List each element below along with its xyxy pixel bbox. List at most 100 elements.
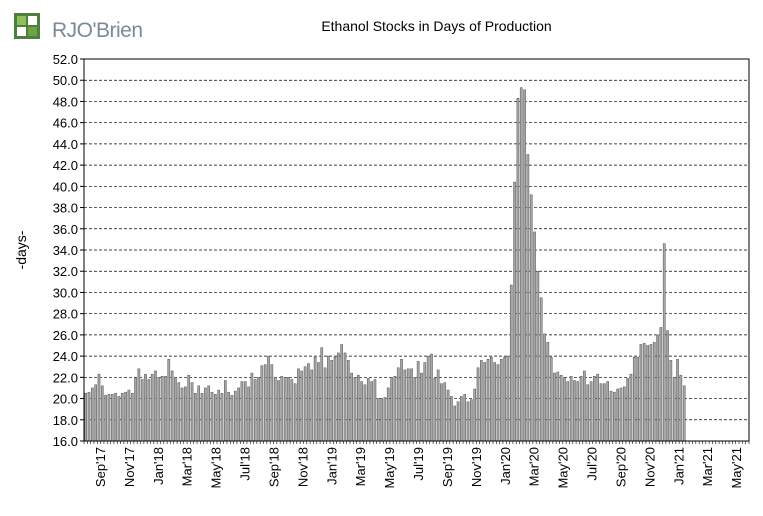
- bar: [480, 360, 483, 442]
- bar: [117, 396, 121, 442]
- bar: [357, 374, 360, 442]
- x-tick-label: May'19: [382, 447, 397, 489]
- x-tick-label: Mar'20: [527, 447, 542, 486]
- bar: [513, 181, 516, 442]
- bar: [327, 355, 330, 442]
- bar: [200, 393, 204, 442]
- bar: [373, 379, 377, 442]
- bar: [609, 390, 613, 442]
- bar: [450, 396, 453, 442]
- y-tick-label: 46.0: [53, 116, 78, 131]
- x-tick-label: May'20: [556, 447, 571, 489]
- bar: [120, 393, 124, 442]
- y-tick-label: 18.0: [53, 413, 78, 428]
- bar: [363, 384, 367, 442]
- bar: [646, 345, 649, 442]
- bar: [440, 383, 443, 442]
- x-tick-label: Mar'18: [180, 447, 195, 486]
- bar: [130, 393, 134, 442]
- bar: [270, 364, 274, 442]
- y-tick-label: 22.0: [53, 370, 78, 385]
- bar: [94, 384, 97, 442]
- bar: [499, 359, 503, 442]
- bar: [506, 355, 510, 442]
- bar: [247, 386, 250, 442]
- y-tick-label: 38.0: [53, 201, 78, 216]
- bar: [260, 365, 264, 442]
- bar: [297, 368, 300, 442]
- bar: [623, 386, 626, 442]
- bar: [184, 386, 187, 442]
- bar: [473, 388, 476, 442]
- x-tick-label: Nov'18: [295, 447, 310, 487]
- bar: [426, 355, 430, 442]
- bar: [147, 379, 151, 442]
- bar: [233, 390, 237, 442]
- x-tick-label: Jul'19: [411, 447, 426, 481]
- bar: [207, 385, 210, 442]
- bar: [343, 352, 347, 442]
- bar: [170, 370, 174, 442]
- bar: [287, 377, 290, 442]
- bar: [340, 344, 343, 442]
- bar: [333, 356, 337, 442]
- bar: [157, 377, 161, 442]
- bar: [300, 370, 304, 442]
- bar: [453, 405, 457, 442]
- x-tick-label: May'18: [209, 447, 224, 489]
- bar: [190, 382, 194, 442]
- x-tick-label: Jan'20: [498, 447, 513, 485]
- bar: [150, 373, 154, 442]
- bar: [430, 353, 433, 442]
- bar: [396, 367, 400, 442]
- bar: [593, 376, 596, 442]
- bar: [337, 352, 340, 442]
- bar: [380, 398, 383, 442]
- bar: [632, 356, 636, 442]
- bar: [619, 387, 623, 442]
- y-axis-ticks: 16.0 18.0 20.0 22.0 24.0 26.0 28.0 30.0 32.0 34.0…: [53, 52, 84, 449]
- bar: [569, 376, 573, 442]
- bar: [100, 385, 104, 442]
- bar: [350, 372, 353, 442]
- x-tick-label: Nov'17: [122, 447, 137, 487]
- bar: [662, 243, 666, 442]
- x-tick-label: Jan'19: [324, 447, 339, 485]
- bar: [463, 394, 467, 442]
- bar: [406, 368, 410, 442]
- bar: [573, 380, 576, 442]
- bar: [393, 376, 397, 442]
- bar: [539, 297, 543, 442]
- bar: [330, 360, 334, 442]
- bar: [386, 387, 390, 442]
- bar: [672, 377, 676, 442]
- logo-mark-icon: [14, 13, 40, 39]
- bar: [230, 395, 234, 442]
- y-tick-label: 44.0: [53, 137, 78, 152]
- bar: [403, 369, 407, 442]
- bar: [679, 374, 683, 442]
- bar: [549, 356, 553, 442]
- bar: [107, 394, 111, 442]
- bar: [652, 342, 656, 442]
- y-tick-label: 26.0: [53, 328, 78, 343]
- y-tick-label: 16.0: [53, 434, 78, 449]
- bar: [243, 381, 247, 442]
- bar: [124, 391, 127, 442]
- x-tick-label: Sep'17: [93, 447, 108, 487]
- bar: [579, 376, 583, 442]
- y-tick-label: 34.0: [53, 243, 78, 258]
- bar: [589, 381, 593, 442]
- bar: [84, 393, 87, 442]
- bar: [559, 374, 563, 442]
- bar: [413, 377, 417, 442]
- bar: [516, 98, 520, 442]
- x-tick-label: Nov'19: [469, 447, 484, 487]
- y-tick-label: 24.0: [53, 349, 78, 364]
- bar: [174, 377, 177, 442]
- gridlines: [84, 79, 749, 421]
- bar: [669, 360, 673, 442]
- bar: [210, 391, 214, 442]
- x-tick-label: Sep'18: [266, 447, 281, 487]
- bar: [613, 391, 616, 442]
